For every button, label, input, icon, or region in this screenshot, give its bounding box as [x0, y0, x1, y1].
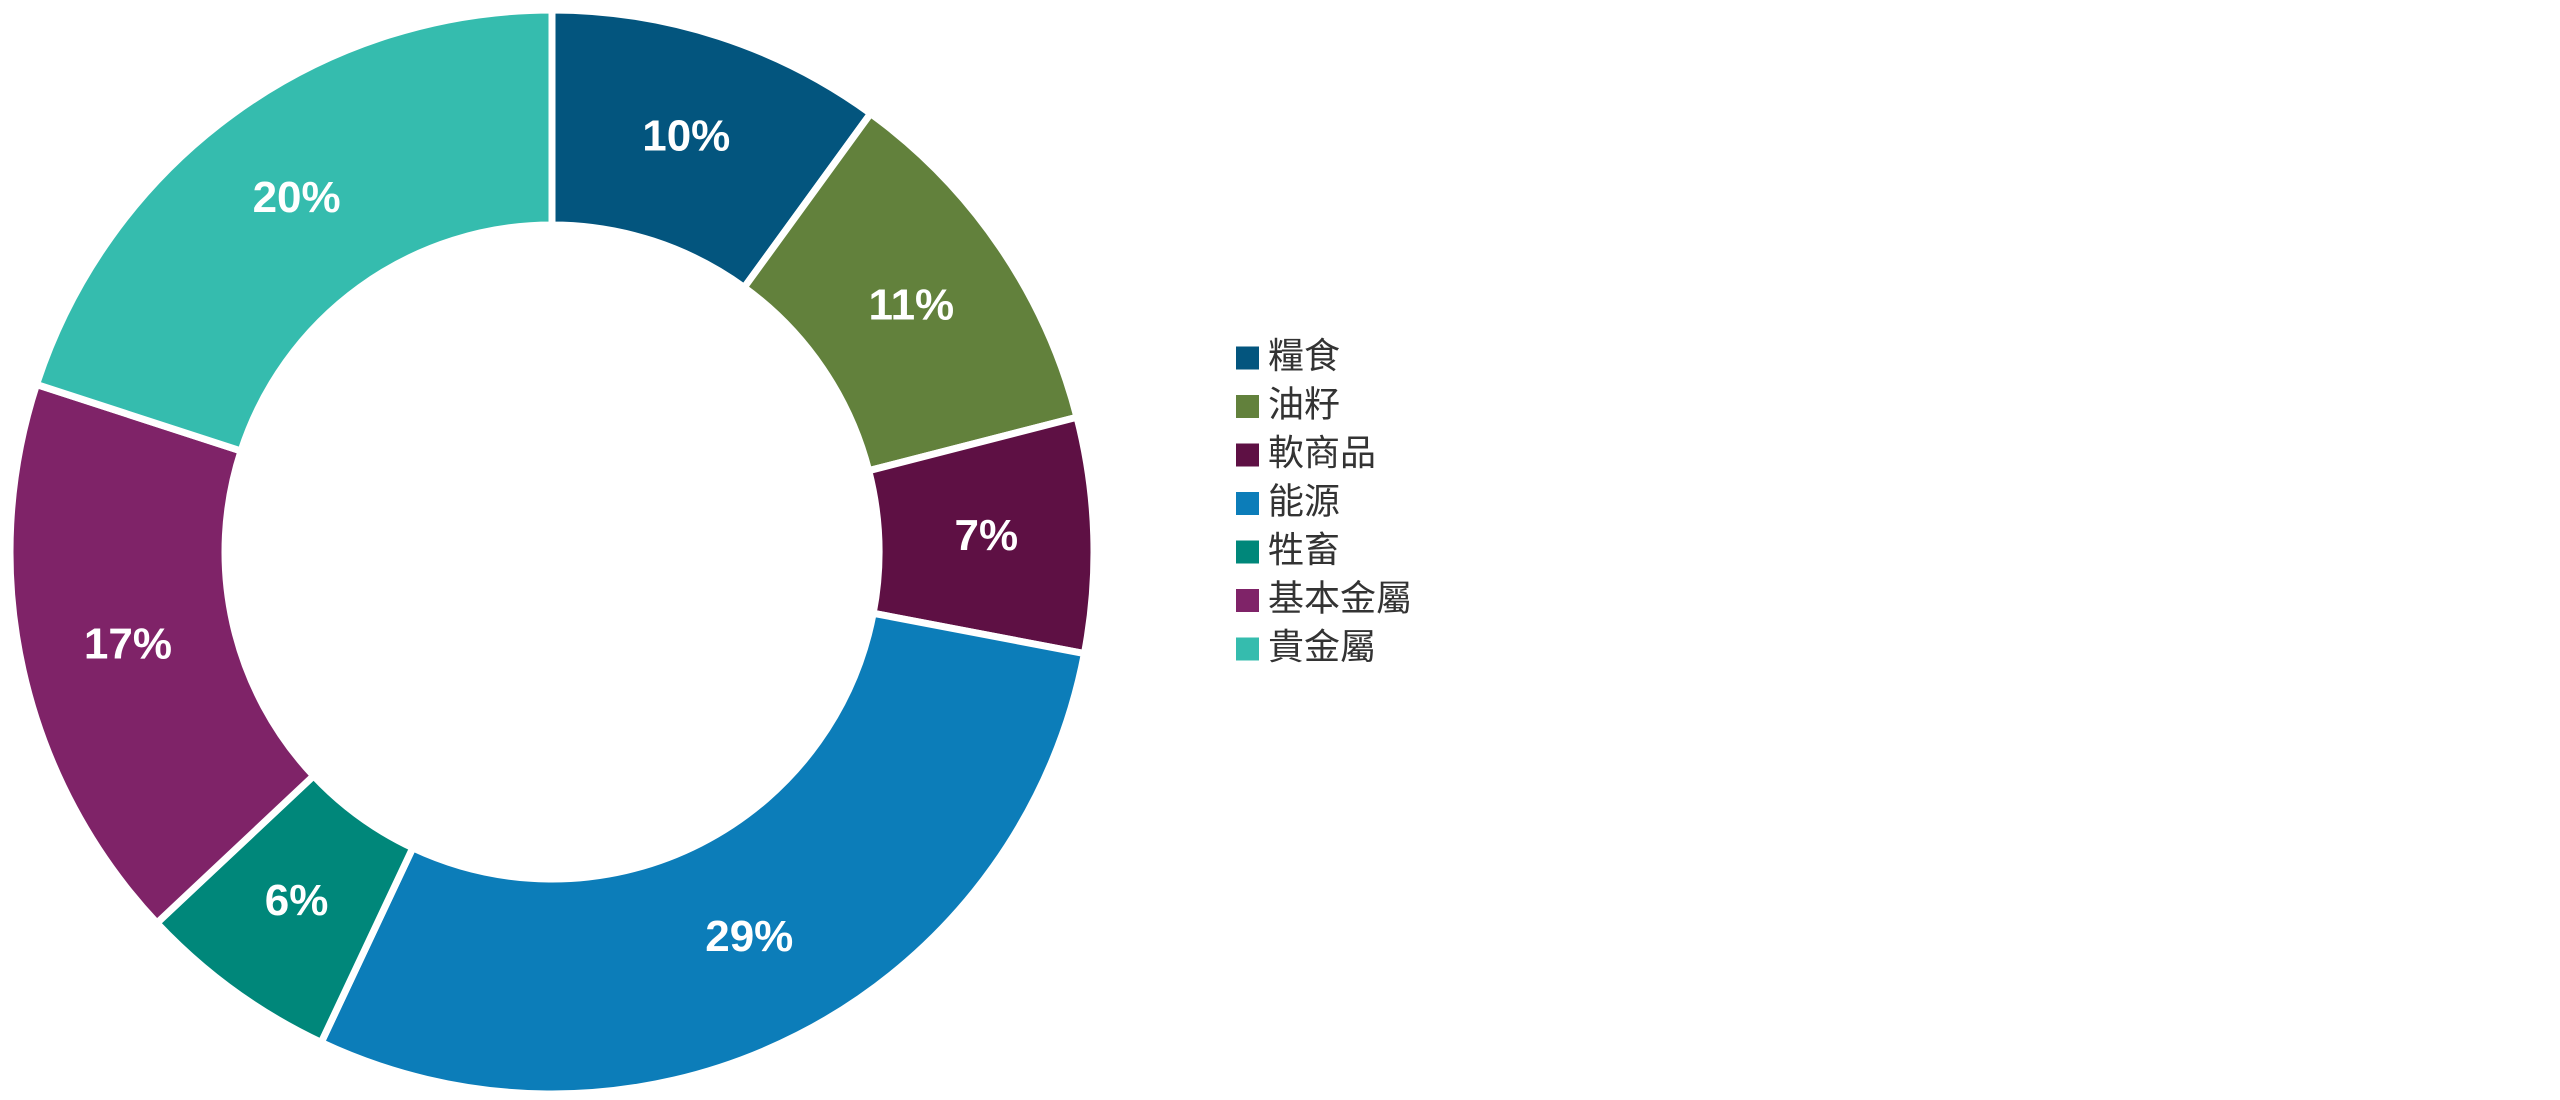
data-label: 10%	[642, 111, 730, 160]
legend-label: 基本金屬	[1268, 579, 1412, 620]
legend-swatch	[1236, 346, 1259, 370]
data-label: 20%	[253, 173, 341, 222]
donut-slice	[739, 108, 1082, 475]
data-label: 29%	[705, 912, 793, 961]
legend-swatch	[1236, 395, 1259, 418]
data-label: 7%	[954, 511, 1018, 560]
donut-slice	[316, 609, 1089, 1098]
legend-label: 貴金屬	[1268, 627, 1376, 668]
data-label: 6%	[265, 876, 329, 925]
data-label: 11%	[869, 280, 955, 329]
data-label: 17%	[84, 619, 172, 668]
legend-swatch	[1236, 443, 1259, 467]
legend-label: 軟商品	[1268, 433, 1376, 474]
legend-label: 能源	[1268, 482, 1340, 523]
legend-label: 牲畜	[1268, 530, 1340, 571]
donut-slice	[32, 6, 556, 456]
legend-label: 糧食	[1268, 336, 1340, 377]
legend-swatch	[1236, 637, 1259, 661]
donut-slice	[6, 380, 319, 928]
legend-swatch	[1236, 492, 1259, 515]
legend-swatch	[1236, 540, 1259, 564]
legend-swatch	[1236, 589, 1259, 612]
legend-label: 油籽	[1268, 385, 1340, 426]
